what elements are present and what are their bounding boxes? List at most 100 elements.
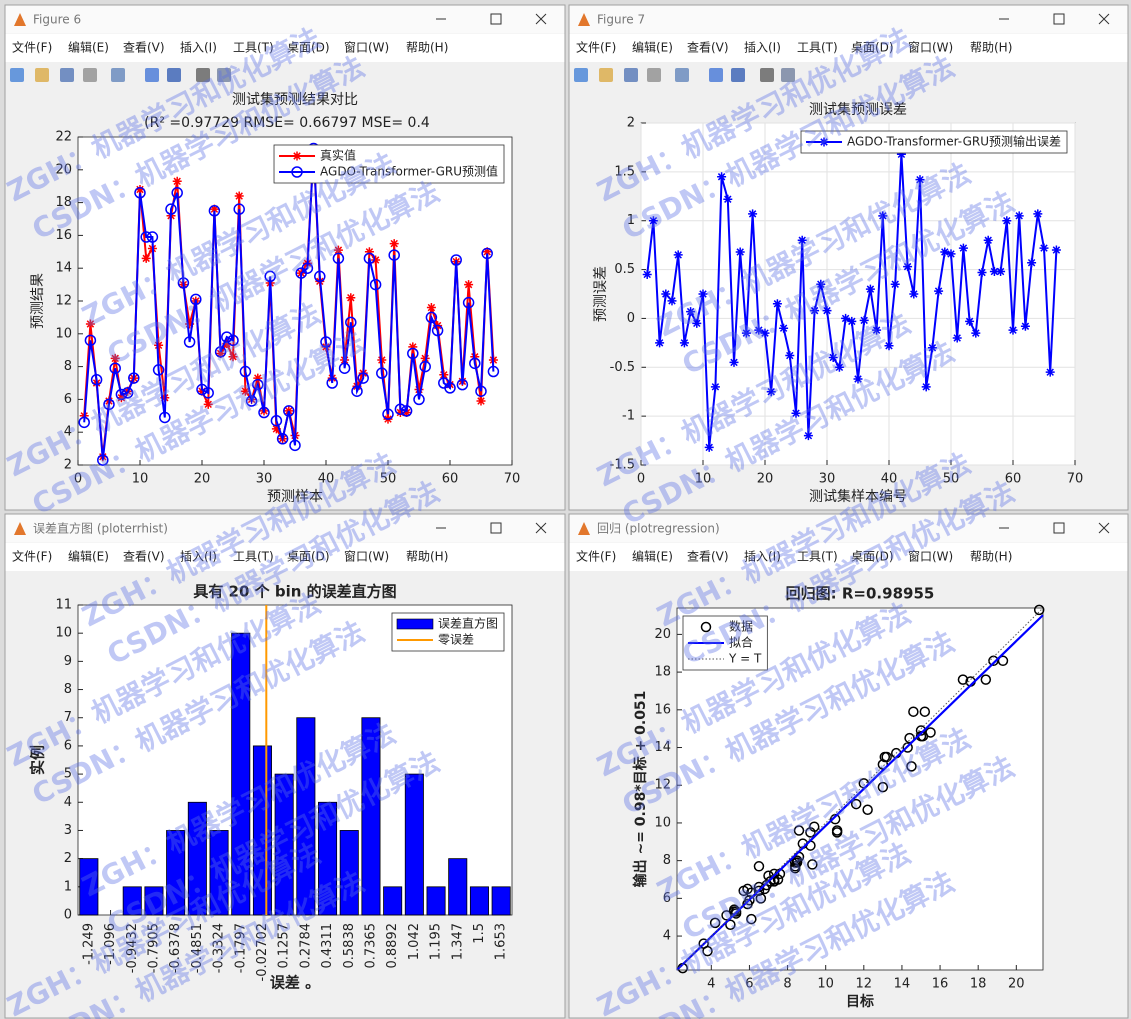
toolbar-button[interactable]	[10, 68, 24, 82]
marker	[753, 885, 765, 897]
close-button[interactable]	[535, 522, 547, 534]
marker	[357, 372, 369, 384]
menu-item[interactable]: 工具(T)	[233, 550, 274, 564]
maximize-button[interactable]	[490, 522, 502, 534]
maximize-button[interactable]	[490, 13, 502, 25]
menu-item[interactable]: 查看(V)	[123, 41, 165, 55]
menu-item[interactable]: 窗口(W)	[908, 41, 953, 55]
menu-item[interactable]: 窗口(W)	[908, 550, 953, 564]
y-tick-label: 1	[627, 213, 635, 228]
menu-item[interactable]: 工具(T)	[797, 550, 838, 564]
toolbar-button[interactable]	[111, 68, 125, 82]
marker	[407, 347, 419, 360]
marker	[850, 798, 862, 810]
menu-item[interactable]: 帮助(H)	[970, 550, 1012, 564]
y-tick-label: 16	[654, 702, 671, 717]
menu-item[interactable]: 插入(I)	[744, 550, 781, 564]
marker	[735, 247, 745, 257]
marker	[185, 319, 195, 329]
toolbar-button[interactable]	[196, 68, 210, 82]
y-tick-label: 16	[55, 228, 72, 243]
marker	[977, 268, 987, 278]
menu-item[interactable]: 桌面(D)	[287, 41, 330, 55]
menu-item[interactable]: 编辑(E)	[68, 549, 109, 564]
marker	[648, 216, 658, 226]
marker	[444, 382, 456, 394]
maximize-button[interactable]	[1053, 522, 1065, 534]
toolbar-button[interactable]	[675, 68, 689, 82]
menu-item[interactable]: 插入(I)	[180, 41, 217, 55]
legend-label: 数据	[729, 619, 753, 634]
marker	[779, 323, 789, 333]
y-tick-label: 14	[654, 740, 671, 755]
menu-item[interactable]: 文件(F)	[576, 549, 616, 564]
menu-item[interactable]: 帮助(H)	[406, 550, 448, 564]
marker	[667, 296, 677, 306]
y-axis-label: 预测结果	[30, 273, 46, 329]
x-tick-label: 6	[745, 977, 753, 992]
marker	[878, 211, 888, 221]
toolbar-button[interactable]	[781, 68, 795, 82]
menu-item[interactable]: 文件(F)	[576, 40, 616, 55]
legend: AGDO-Transformer-GRU预测输出误差	[800, 130, 1068, 154]
marker	[152, 364, 165, 376]
menu-item[interactable]: 插入(I)	[744, 41, 781, 55]
toolbar-button[interactable]	[709, 68, 723, 82]
legend-label: 真实值	[320, 148, 356, 163]
marker	[177, 277, 190, 289]
toolbar-button[interactable]	[83, 68, 97, 82]
menu-item[interactable]: 窗口(W)	[344, 41, 389, 55]
marker	[134, 187, 146, 199]
x-tick-label: 0	[74, 472, 82, 487]
menu-item[interactable]: 文件(F)	[12, 40, 52, 55]
toolbar-button[interactable]	[145, 68, 159, 82]
marker	[753, 861, 765, 872]
axes	[77, 604, 513, 916]
menu-item[interactable]: 查看(V)	[687, 550, 729, 564]
close-button[interactable]	[1098, 13, 1110, 25]
marker	[1039, 243, 1049, 253]
window-title: 回归 (plotregression)	[597, 522, 720, 536]
marker	[772, 299, 782, 309]
marker	[320, 336, 332, 348]
toolbar-button[interactable]	[60, 68, 74, 82]
marker	[828, 353, 838, 363]
toolbar-button[interactable]	[731, 68, 745, 82]
menu-item[interactable]: 查看(V)	[123, 550, 165, 564]
menu-item[interactable]: 查看(V)	[687, 41, 729, 55]
menu-item[interactable]: 插入(I)	[180, 550, 217, 564]
marker	[803, 431, 813, 441]
marker	[748, 209, 758, 219]
x-tick-label: 8	[783, 977, 791, 992]
close-button[interactable]	[535, 13, 547, 25]
marker	[301, 262, 314, 274]
menu-item[interactable]: 工具(T)	[233, 41, 274, 55]
y-tick-label: 0	[627, 311, 635, 326]
toolbar-button[interactable]	[35, 68, 49, 82]
menu-item[interactable]: 窗口(W)	[344, 550, 389, 564]
toolbar-button[interactable]	[574, 68, 588, 82]
marker	[292, 151, 302, 161]
menu-item[interactable]: 编辑(E)	[632, 549, 673, 564]
toolbar-button[interactable]	[760, 68, 774, 82]
title-bar	[569, 514, 1128, 543]
menu-item[interactable]: 帮助(H)	[970, 41, 1012, 55]
toolbar-button[interactable]	[624, 68, 638, 82]
menu-item[interactable]: 桌面(D)	[851, 550, 894, 564]
menu-item[interactable]: 编辑(E)	[68, 40, 109, 55]
toolbar-button[interactable]	[599, 68, 613, 82]
menu-item[interactable]: 帮助(H)	[406, 41, 448, 55]
menu-item[interactable]: 桌面(D)	[287, 550, 330, 564]
close-button[interactable]	[1098, 522, 1110, 534]
menu-item[interactable]: 文件(F)	[12, 549, 52, 564]
y-tick-label: 10	[55, 326, 72, 341]
toolbar-button[interactable]	[647, 68, 661, 82]
maximize-button[interactable]	[1053, 13, 1065, 25]
marker	[394, 403, 407, 415]
menu-item[interactable]: 编辑(E)	[632, 40, 673, 55]
toolbar-button[interactable]	[217, 68, 231, 82]
x-tick-label: 0.5838	[342, 923, 357, 969]
menu-item[interactable]: 桌面(D)	[851, 41, 894, 55]
menu-item[interactable]: 工具(T)	[797, 41, 838, 55]
toolbar-button[interactable]	[167, 68, 181, 82]
